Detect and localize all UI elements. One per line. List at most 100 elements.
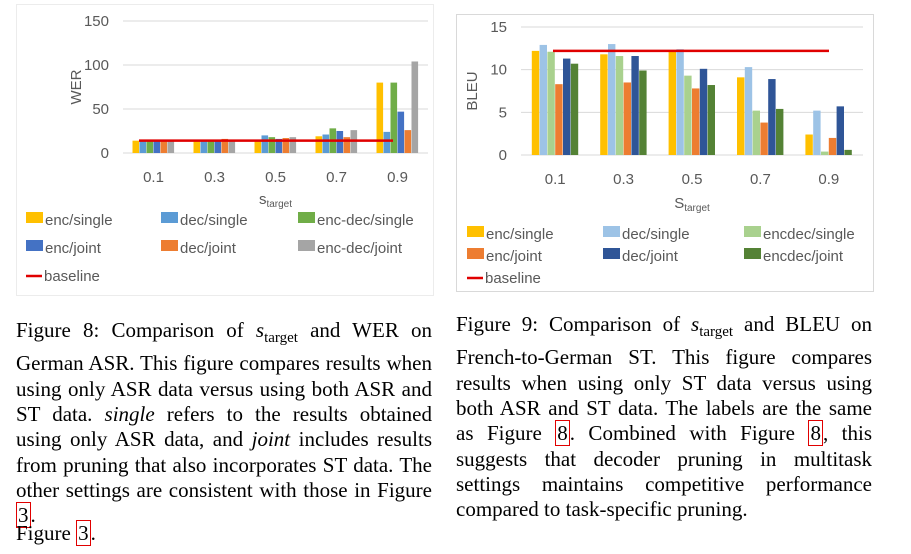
y-tick-label: 100 xyxy=(84,57,109,74)
bar xyxy=(631,56,639,155)
bar xyxy=(707,85,715,155)
legend-swatch xyxy=(298,212,315,223)
figure-8-link[interactable]: 8 xyxy=(555,420,570,447)
bar xyxy=(615,56,624,155)
bar xyxy=(539,44,547,155)
x-tick-label: 0.1 xyxy=(143,169,164,186)
bar xyxy=(531,50,540,155)
bar xyxy=(547,51,555,155)
figure-8-caption: Figure 8: Comparison of starget and WER … xyxy=(16,318,432,529)
bar xyxy=(639,70,647,155)
bar xyxy=(376,82,384,153)
figure-3-link[interactable]: 3 xyxy=(76,520,91,546)
caption-text: Figure 9: Comparison of xyxy=(456,312,692,336)
bar xyxy=(315,136,323,153)
legend-label: encdec/joint xyxy=(763,248,844,265)
bar xyxy=(813,110,821,155)
legend-swatch xyxy=(467,226,484,237)
legend-label: enc/joint xyxy=(45,240,102,257)
y-axis-label: BLEU xyxy=(464,71,481,110)
legend-swatch xyxy=(467,248,484,259)
bar xyxy=(828,137,837,155)
bar xyxy=(600,54,608,155)
bar xyxy=(275,138,283,153)
caption-text: refers to the results obtained using onl… xyxy=(16,402,432,452)
bar xyxy=(684,75,692,155)
y-tick-label: 50 xyxy=(92,101,109,118)
caption-text: Figure 8: Comparison of xyxy=(16,318,256,342)
x-tick-label: 0.3 xyxy=(204,169,225,186)
bar xyxy=(282,138,290,153)
bar xyxy=(268,137,276,153)
bar xyxy=(844,149,852,155)
caption-text: . xyxy=(90,521,96,545)
x-tick-label: 0.7 xyxy=(326,169,347,186)
legend-swatch xyxy=(161,212,178,223)
bar xyxy=(160,139,168,153)
bar xyxy=(563,58,571,155)
caption-text: . Combined with Figure xyxy=(569,421,809,446)
legend-label: encdec/single xyxy=(763,226,855,243)
bleu-chart-svg: 0 5 10 15 BLEU 0.1 0.3 0.5 0.7 0.9 Starget enc/sing… xyxy=(464,19,863,287)
caption-text: Figure xyxy=(16,521,77,545)
bar xyxy=(570,63,579,156)
caption-emphasis: single xyxy=(104,402,155,427)
bar xyxy=(139,139,147,153)
bar xyxy=(167,139,175,153)
legend-swatch xyxy=(744,226,761,237)
bar xyxy=(692,88,700,155)
y-tick-label: 10 xyxy=(490,62,507,79)
bar xyxy=(254,140,262,153)
legend-swatch xyxy=(26,240,43,251)
bar xyxy=(768,79,776,155)
bar xyxy=(760,122,768,155)
legend-swatch xyxy=(298,240,315,251)
bar xyxy=(821,151,829,155)
bar xyxy=(383,131,391,153)
figure-9-caption: Figure 9: Comparison of starget and BLEU… xyxy=(456,312,872,523)
bar xyxy=(623,82,631,155)
legend-label: enc/joint xyxy=(486,248,543,265)
caption-text: and BLEU on French-to-German ST. This fi… xyxy=(456,312,872,446)
x-tick-label: 0.9 xyxy=(387,169,408,186)
x-tick-label: 0.3 xyxy=(613,171,634,188)
x-tick-label: 0.1 xyxy=(545,171,566,188)
bar xyxy=(214,140,222,153)
legend-swatch xyxy=(744,248,761,259)
bar xyxy=(228,139,236,153)
bar xyxy=(200,139,208,153)
bar xyxy=(608,44,616,155)
clipped-caption-fragment: Figure 3. xyxy=(16,520,96,546)
bar xyxy=(836,106,844,155)
figure-3-link[interactable]: 3 xyxy=(16,502,31,529)
bar xyxy=(411,61,419,154)
x-axis-label: Starget xyxy=(674,195,710,214)
bar xyxy=(699,68,708,155)
y-tick-label: 0 xyxy=(499,147,507,164)
y-tick-label: 150 xyxy=(84,13,109,30)
y-tick-label: 5 xyxy=(499,104,507,121)
bar xyxy=(805,134,813,155)
caption-text: and WER on German ASR. This figure compa… xyxy=(16,318,432,427)
caption-subscript: target xyxy=(699,324,734,341)
legend-label: enc-dec/joint xyxy=(317,240,403,257)
bar xyxy=(744,67,753,155)
x-tick-label: 0.5 xyxy=(682,171,703,188)
bar xyxy=(390,82,398,153)
bar xyxy=(752,110,760,155)
bar xyxy=(776,108,784,155)
y-tick-label: 15 xyxy=(490,19,507,36)
bar xyxy=(153,140,161,153)
legend-label: enc/single xyxy=(45,212,113,229)
bar xyxy=(146,140,154,153)
figure-8-link[interactable]: 8 xyxy=(808,420,823,447)
legend-swatch xyxy=(26,212,43,223)
caption-subscript: target xyxy=(264,330,298,347)
legend-label: dec/single xyxy=(622,226,690,243)
caption-text: , this suggests that decoder pruning in … xyxy=(456,421,872,522)
bar xyxy=(322,134,330,153)
bar xyxy=(555,84,563,155)
bar xyxy=(261,135,269,153)
caption-emphasis: joint xyxy=(251,427,291,452)
bar xyxy=(132,140,140,153)
